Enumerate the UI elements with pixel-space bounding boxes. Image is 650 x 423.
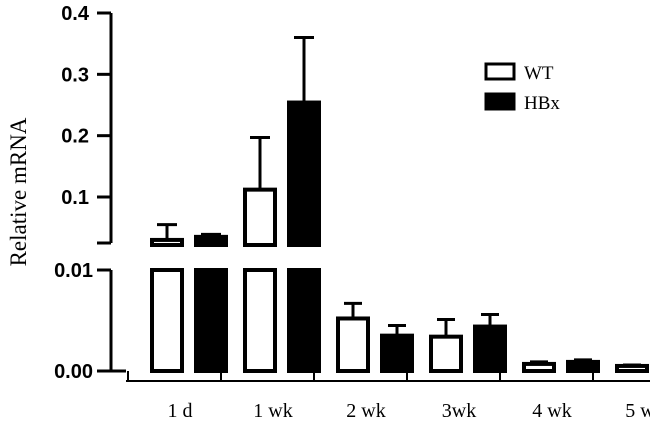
bar-hbx <box>380 333 414 373</box>
x-tick-label: 1 d <box>168 400 193 422</box>
y-tick-label: 0.4 <box>61 3 90 25</box>
y-tick-label: 0.01 <box>54 260 93 282</box>
legend-label-hbx: HBx <box>524 93 560 114</box>
legend: WT HBx <box>484 62 560 114</box>
bar-hbx-lower <box>194 268 228 373</box>
bar-wt <box>615 363 649 374</box>
x-tick-label: 5 wk <box>625 400 650 422</box>
y-tick-label: 0.2 <box>61 126 89 148</box>
bar-wt-upper <box>243 187 277 247</box>
legend-label-wt: WT <box>524 63 554 84</box>
x-tick-label: 2 wk <box>346 400 385 422</box>
y-axis-label: Relative mRNA <box>6 117 31 266</box>
x-tick-label: 4 wk <box>532 400 571 422</box>
legend-swatch-hbx <box>484 92 516 111</box>
y-tick-label: 0.1 <box>61 187 89 209</box>
y-tick-label: 0.00 <box>54 361 93 383</box>
bar-hbx <box>566 359 600 374</box>
bar-wt <box>429 334 463 374</box>
axes <box>97 11 650 382</box>
bar-wt <box>336 316 370 374</box>
bar-wt-upper <box>150 237 184 248</box>
bar-wt <box>522 361 556 373</box>
bar-wt-lower <box>243 268 277 373</box>
labels: 0.1 0.2 0.3 0.4 0.00 0.01 Relative mRNA 1 d 1 wk… <box>6 3 650 422</box>
bar-hbx-upper <box>194 234 228 248</box>
bar-hbx-upper <box>287 100 321 248</box>
bar-wt-lower <box>150 268 184 373</box>
y-tick-label: 0.3 <box>61 64 89 86</box>
x-tick-label: 1 wk <box>253 400 292 422</box>
x-tick-label: 3wk <box>442 400 476 422</box>
bars <box>150 36 649 374</box>
bar-hbx-lower <box>287 268 321 373</box>
legend-swatch-wt <box>484 62 516 81</box>
bar-hbx <box>473 324 507 373</box>
